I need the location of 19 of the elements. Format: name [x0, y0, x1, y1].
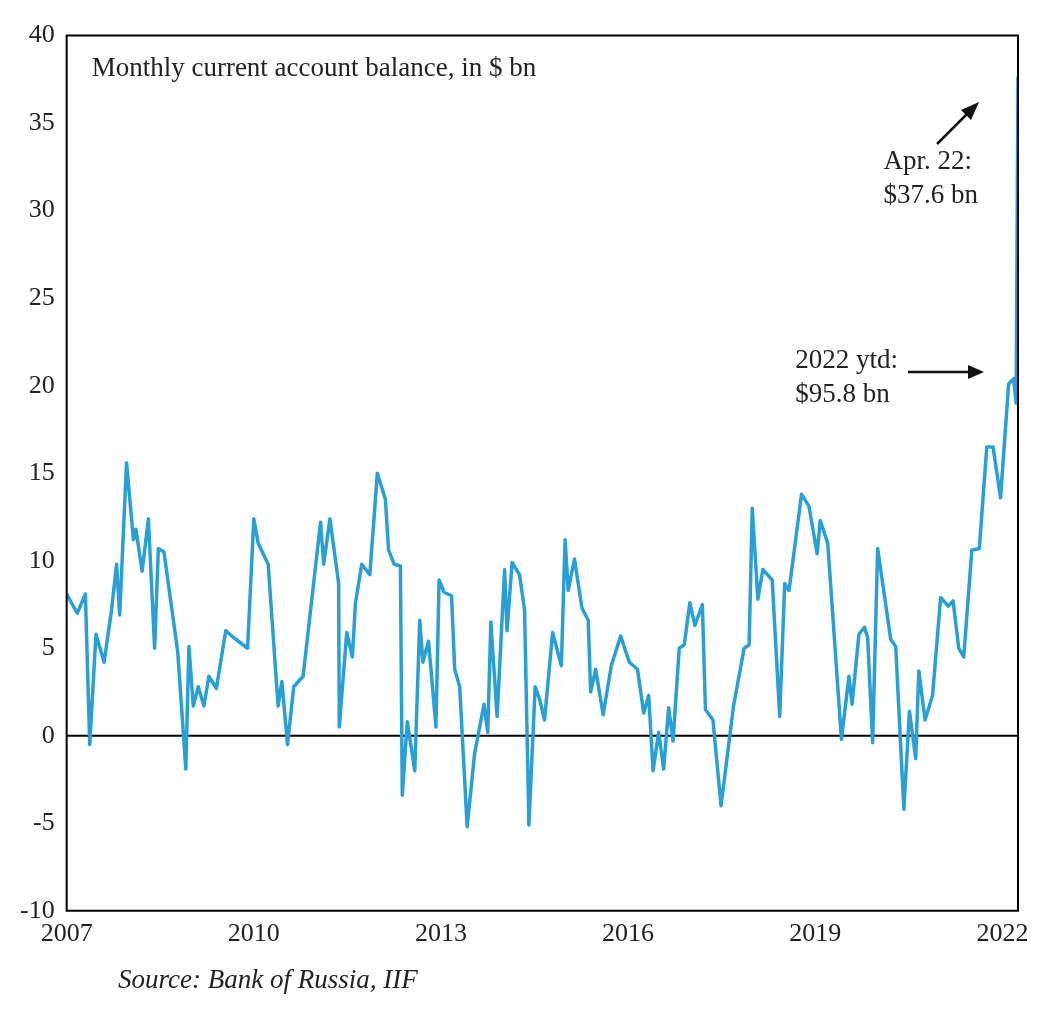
annotation: Apr. 22: $37.6 bn	[883, 143, 978, 211]
x-tick-label: 2010	[227, 918, 280, 948]
y-tick-label: -5	[32, 807, 55, 837]
x-tick-label: 2013	[414, 918, 467, 948]
y-tick-label: 10	[28, 544, 55, 574]
x-tick-label: 2016	[602, 918, 655, 948]
y-tick-label: 5	[41, 632, 55, 662]
y-tick-label: 15	[28, 457, 55, 487]
x-tick-label: 2019	[789, 918, 842, 948]
x-tick-label: 2022	[976, 918, 1029, 948]
y-tick-label: 25	[28, 281, 55, 311]
text: Monthly current account balance, in $ bn	[91, 50, 537, 84]
y-tick-label: 40	[28, 19, 55, 49]
y-tick-label: 20	[28, 369, 55, 399]
y-tick-label: 0	[41, 719, 55, 749]
y-tick-label: 35	[28, 106, 55, 136]
annotation: 2022 ytd: $95.8 bn	[795, 342, 898, 410]
source-note: Source: Bank of Russia, IIF	[118, 963, 418, 996]
y-tick-label: 30	[28, 194, 55, 224]
